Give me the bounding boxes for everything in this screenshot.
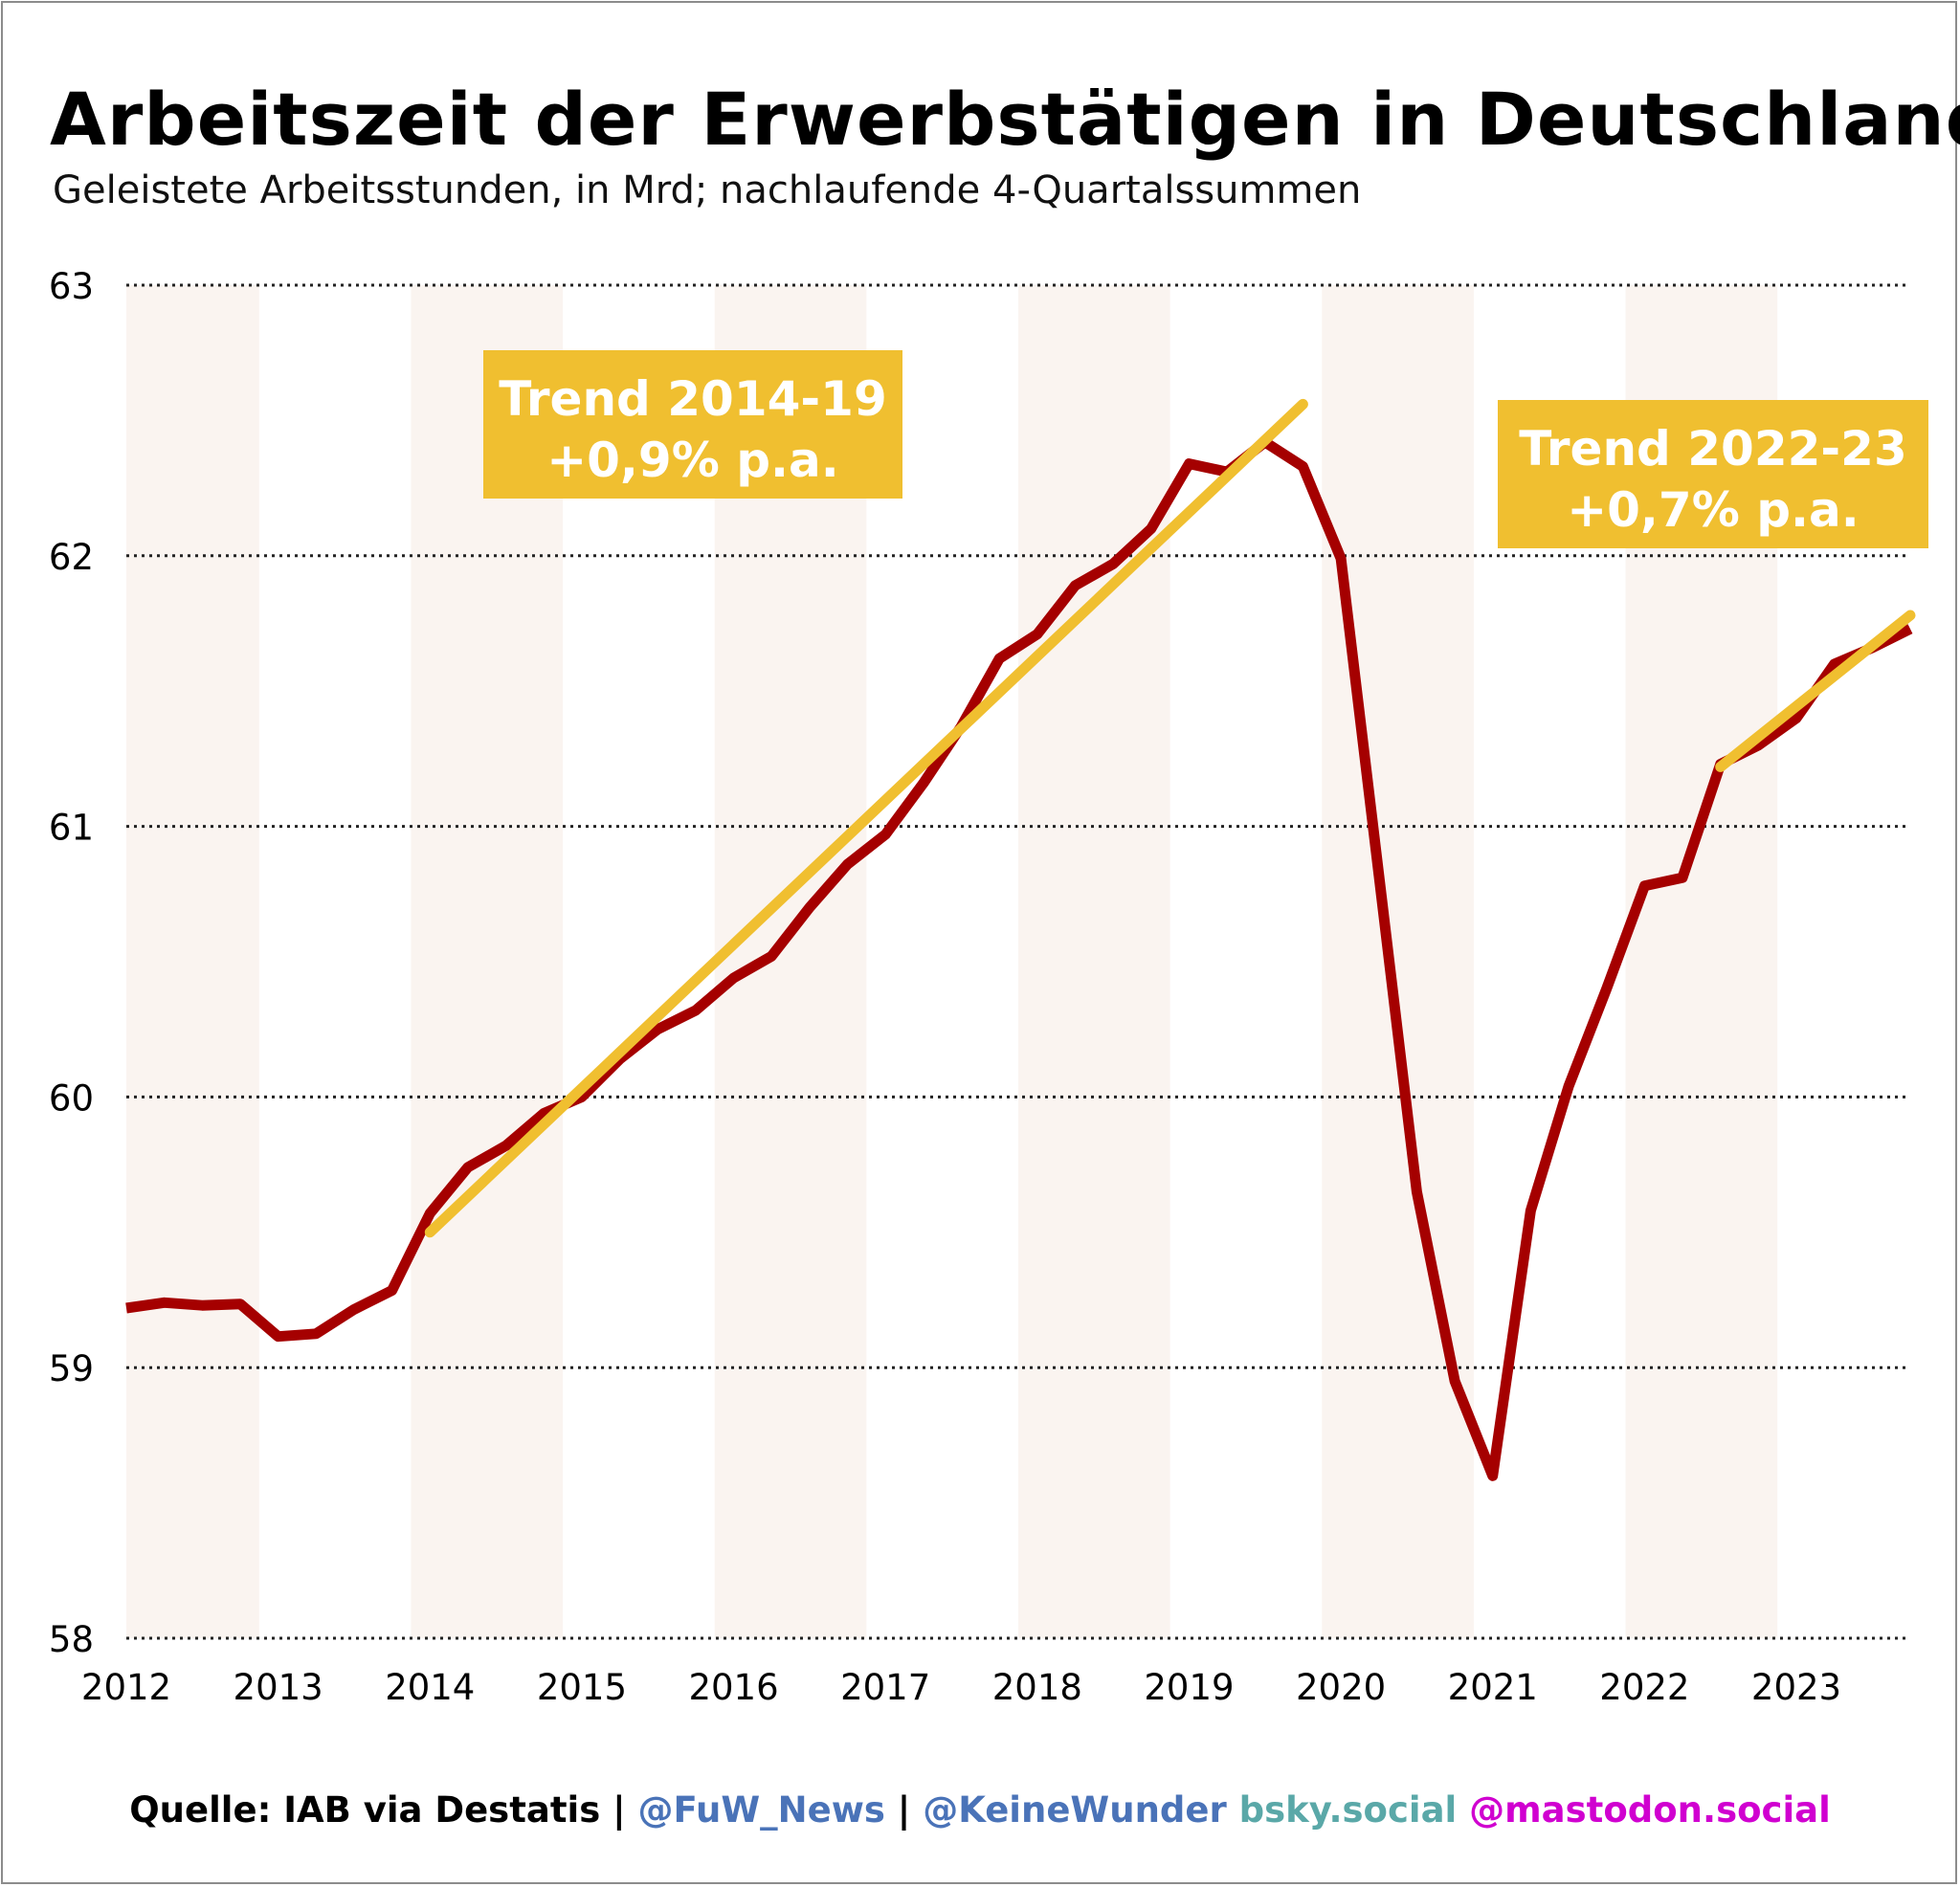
annotations: Trend 2014-19 +0,9% p.a. Trend 2022-23+0,7… xyxy=(483,350,1928,548)
y-tick-label-63: 63 xyxy=(49,266,94,307)
x-tick-label-2018: 2018 xyxy=(992,1667,1082,1708)
source-text: Quelle: IAB via Destatis | xyxy=(129,1789,638,1831)
bsky-link[interactable]: bsky.social xyxy=(1226,1789,1458,1831)
y-tick-label-59: 59 xyxy=(49,1348,94,1389)
chart-title: Arbeitszeit der Erwerbstätigen in Deutsc… xyxy=(50,77,1960,162)
x-tick-label-2019: 2019 xyxy=(1144,1667,1234,1708)
annotation-title: Trend 2014-19 xyxy=(499,371,886,427)
annotation-box xyxy=(1498,400,1928,548)
x-tick-label-2012: 2012 xyxy=(81,1667,171,1708)
gridlines xyxy=(126,283,1910,1640)
x-tick-label-2023: 2023 xyxy=(1751,1667,1841,1708)
y-tick-label-58: 58 xyxy=(49,1619,94,1660)
x-tick-label-2017: 2017 xyxy=(840,1667,930,1708)
x-tick-label-2020: 2020 xyxy=(1296,1667,1386,1708)
annotation-title: Trend 2022-23 xyxy=(1519,421,1906,477)
x-axis-ticks: 2012 2013 2014 2015 2016 2017 2018 2019 2020 2021… xyxy=(81,1667,1841,1708)
trend-annotation-2: Trend 2022-23+0,7% p.a. xyxy=(1498,400,1928,548)
year-band-2012 xyxy=(126,285,259,1638)
annotation-value: +0,7% p.a. xyxy=(1567,482,1860,538)
y-tick-label-60: 60 xyxy=(49,1077,94,1119)
footer-source: Quelle: IAB via Destatis | @FuW_News | @… xyxy=(0,1789,1960,1831)
x-tick-label-2016: 2016 xyxy=(688,1667,778,1708)
trend-line-2 xyxy=(1715,610,1916,772)
series-line-arbeitsstunden xyxy=(125,436,1913,1481)
series-layer xyxy=(125,398,1916,1481)
year-bands xyxy=(126,285,1778,1638)
year-band-2016 xyxy=(714,285,867,1638)
mastodon-link[interactable]: @mastodon.social xyxy=(1457,1789,1831,1831)
y-axis-ticks: 58 59 60 61 62 63 xyxy=(49,266,94,1660)
x-tick-label-2021: 2021 xyxy=(1448,1667,1538,1708)
trend-annotation-1: Trend 2014-19 +0,9% p.a. xyxy=(483,350,902,499)
year-band-2018 xyxy=(1018,285,1170,1638)
annotation-box xyxy=(483,350,902,499)
year-band-2020 xyxy=(1322,285,1474,1638)
separator: | xyxy=(884,1789,924,1831)
chart-subtitle: Geleistete Arbeitsstunden, in Mrd; nachl… xyxy=(53,168,1362,212)
trend-line-1 xyxy=(424,398,1308,1238)
x-tick-label-2013: 2013 xyxy=(234,1667,323,1708)
y-tick-label-62: 62 xyxy=(49,537,94,578)
x-tick-label-2022: 2022 xyxy=(1599,1667,1689,1708)
x-tick-label-2015: 2015 xyxy=(537,1667,627,1708)
x-tick-label-2014: 2014 xyxy=(385,1667,475,1708)
y-tick-label-61: 61 xyxy=(49,808,94,849)
year-band-2014 xyxy=(411,285,564,1638)
annotation-value: +0,9% p.a. xyxy=(546,433,839,488)
fuw-handle-link[interactable]: @FuW_News xyxy=(637,1789,885,1831)
keinewunder-handle-link[interactable]: @KeineWunder xyxy=(923,1789,1227,1831)
